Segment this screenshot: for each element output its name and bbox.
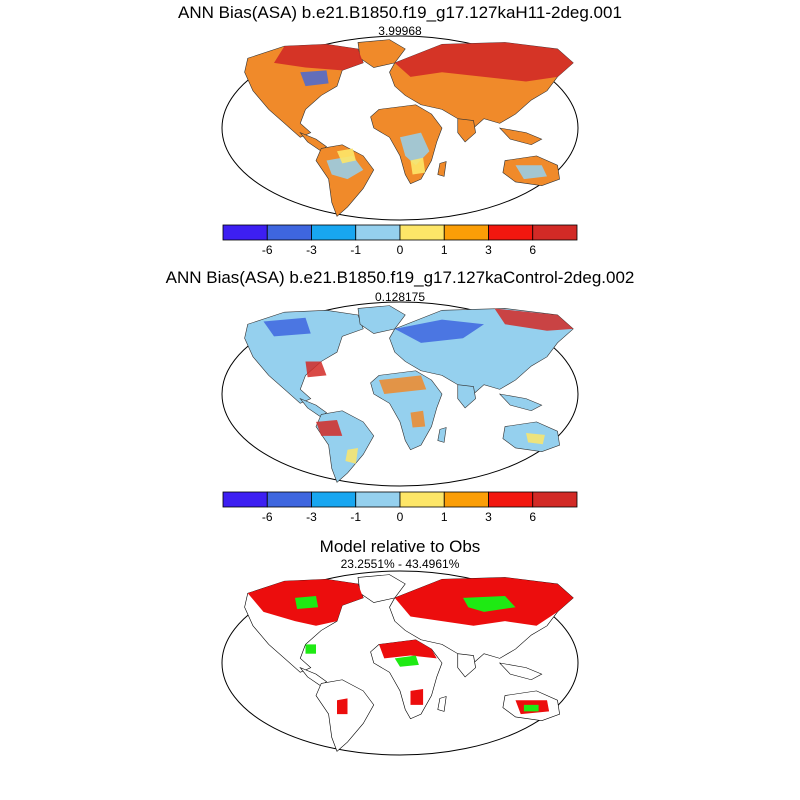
colorbar-swatch — [532, 224, 578, 241]
colorbar-tick-label: -3 — [306, 243, 317, 257]
colorbar-tick-label: 6 — [529, 243, 536, 257]
colorbar-swatch — [443, 491, 489, 508]
colorbar-swatch — [488, 491, 534, 508]
colorbar-tick-label: 1 — [441, 510, 448, 524]
colorbar-tick-label: 3 — [485, 510, 492, 524]
colorbar-swatch — [532, 491, 578, 508]
panel3-title: Model relative to Obs — [319, 537, 481, 556]
panel1-title: ANN Bias(ASA) b.e21.B1850.f19_g17.127kaH… — [178, 3, 622, 22]
colorbar-tick-label: -1 — [350, 510, 361, 524]
colorbar-tick-label: -6 — [262, 510, 273, 524]
colorbar-swatch — [222, 224, 268, 241]
colorbar-tick-label: -1 — [350, 243, 361, 257]
colorbar-tick-label: -3 — [306, 510, 317, 524]
colorbar-swatch — [443, 224, 489, 241]
panel3-map — [221, 570, 579, 756]
colorbar-swatch — [311, 224, 357, 241]
colorbar-tick-label: 1 — [441, 243, 448, 257]
colorbar-swatch — [488, 224, 534, 241]
colorbar-swatch — [355, 491, 401, 508]
panel2-colorbar: -6 -3 -1 0 1 3 6 — [222, 491, 578, 524]
panel1-colorbar: -6 -3 -1 0 1 3 6 — [222, 224, 578, 257]
panel2-map — [221, 301, 579, 487]
colorbar-tick-label: -6 — [262, 243, 273, 257]
colorbar-tick-label: 6 — [529, 510, 536, 524]
panel2-subtitle: 0.128175 — [374, 290, 426, 304]
colorbar-swatch — [222, 491, 268, 508]
colorbar-tick-label: 0 — [397, 510, 404, 524]
colorbar-swatch — [399, 491, 445, 508]
colorbar-tick-label: 0 — [397, 243, 404, 257]
panel1-map — [221, 35, 579, 221]
colorbar-tick-label: 3 — [485, 243, 492, 257]
panel1-subtitle: 3.99968 — [378, 24, 422, 38]
colorbar-swatch — [266, 491, 312, 508]
panel2-title: ANN Bias(ASA) b.e21.B1850.f19_g17.127kaC… — [165, 268, 635, 287]
colorbar-swatch — [399, 224, 445, 241]
panel3-subtitle: 23.2551% - 43.4961% — [340, 557, 460, 571]
colorbar-swatch — [311, 491, 357, 508]
colorbar-swatch — [266, 224, 312, 241]
colorbar-swatch — [355, 224, 401, 241]
